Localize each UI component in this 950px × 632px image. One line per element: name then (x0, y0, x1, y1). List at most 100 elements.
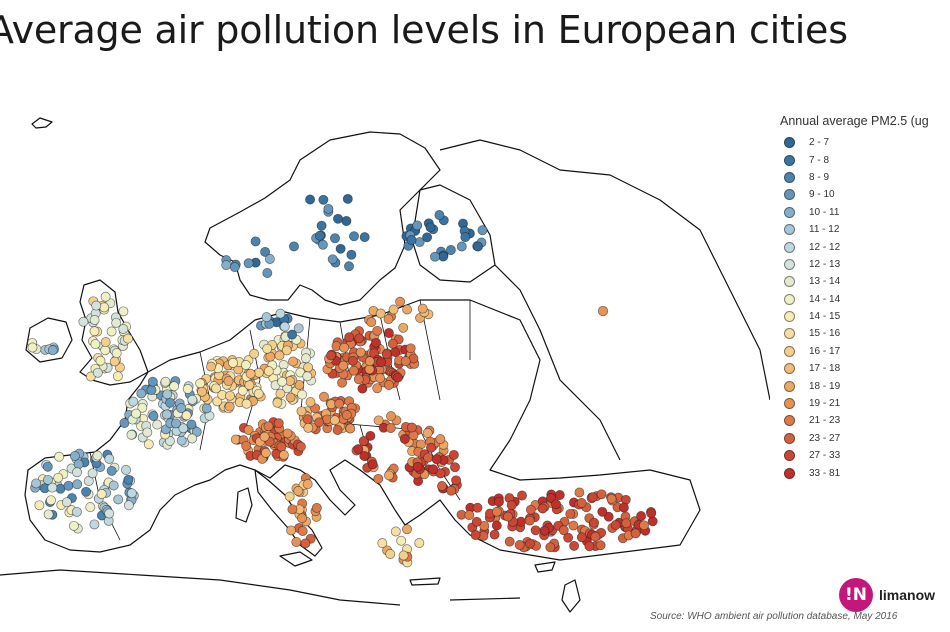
legend-item: 10 - 11 (780, 204, 950, 221)
city-point (647, 516, 658, 527)
city-point (576, 498, 587, 508)
city-point (123, 474, 134, 485)
city-point (430, 251, 440, 262)
legend-label: 7 - 8 (809, 154, 830, 166)
legend-swatch (784, 311, 795, 323)
city-point (333, 213, 343, 224)
legend-label: 11 - 12 (809, 224, 840, 236)
city-point (146, 385, 157, 396)
legend-item: 7 - 8 (780, 151, 950, 168)
city-point (428, 464, 439, 475)
city-point (377, 538, 388, 549)
city-point (89, 519, 100, 530)
city-points (27, 193, 658, 568)
city-point (565, 508, 576, 519)
source-note: Source: WHO ambient air pollution databa… (650, 611, 898, 622)
city-point (223, 376, 234, 387)
city-point (278, 450, 289, 460)
city-point (90, 339, 101, 350)
city-point (344, 261, 354, 272)
scandinavia-outline (204, 131, 441, 306)
city-point (489, 529, 500, 540)
city-point (491, 520, 502, 531)
city-point (354, 333, 365, 344)
city-point (272, 397, 283, 408)
city-point (646, 508, 657, 519)
city-point (606, 493, 617, 504)
city-point (385, 549, 396, 559)
city-point (373, 473, 384, 484)
city-point (494, 496, 504, 507)
city-point (618, 502, 629, 513)
city-point (554, 490, 565, 500)
city-point (330, 233, 340, 244)
city-point (584, 541, 595, 552)
city-point (636, 511, 647, 521)
city-point (551, 499, 561, 510)
city-point (160, 376, 171, 387)
map-legend: Annual average PM2.5 (ug 2 - 7 7 - 8 8 - 9… (780, 114, 950, 482)
city-point (406, 422, 417, 433)
city-point (303, 362, 314, 373)
city-point (277, 376, 288, 387)
city-point (54, 451, 65, 462)
city-point (143, 439, 154, 450)
city-point (69, 451, 80, 461)
city-point (262, 343, 273, 354)
city-point (275, 308, 286, 319)
city-point (450, 462, 460, 473)
legend-swatch (784, 154, 795, 166)
city-point (112, 371, 123, 382)
legend-label: 33 - 81 (809, 467, 841, 479)
legend-swatch (784, 189, 795, 201)
city-point (332, 425, 343, 435)
city-point (402, 304, 413, 315)
city-point (287, 504, 298, 515)
legend-swatch (784, 224, 795, 236)
city-point (524, 515, 535, 526)
ireland-outline (25, 317, 73, 363)
continent-outline (24, 299, 701, 561)
city-point (123, 333, 133, 344)
city-point (142, 427, 153, 438)
city-point (289, 241, 299, 252)
city-point (319, 391, 329, 402)
legend-swatch (784, 467, 795, 479)
city-point (92, 367, 103, 378)
city-point (359, 232, 370, 243)
city-point (587, 492, 598, 503)
city-point (297, 526, 308, 536)
city-point (525, 538, 535, 549)
city-point (381, 349, 392, 360)
city-point (286, 525, 297, 536)
legend-label: 10 - 11 (809, 206, 840, 218)
city-point (383, 314, 394, 325)
city-point (285, 392, 296, 403)
city-point (375, 373, 386, 384)
city-point (169, 381, 180, 392)
city-point (412, 220, 423, 231)
city-point (259, 431, 270, 442)
city-point (412, 461, 423, 472)
city-point (390, 526, 401, 537)
legend-item: 14 - 15 (780, 308, 950, 325)
city-point (225, 390, 235, 401)
city-point (273, 418, 284, 429)
city-point (250, 236, 261, 247)
legend-label: 21 - 23 (809, 415, 841, 427)
city-point (417, 303, 428, 314)
city-point (71, 506, 82, 517)
city-point (301, 353, 311, 364)
city-point (87, 468, 98, 479)
city-point (398, 322, 409, 333)
city-point (422, 428, 433, 438)
city-point (353, 374, 364, 385)
city-point (211, 383, 222, 394)
city-point (63, 480, 74, 491)
city-point (302, 414, 313, 425)
legend-title: Annual average PM2.5 (ug (780, 114, 929, 128)
city-point (61, 497, 72, 508)
europe-map (0, 117, 770, 613)
city-point (91, 300, 102, 311)
city-point (355, 347, 366, 358)
